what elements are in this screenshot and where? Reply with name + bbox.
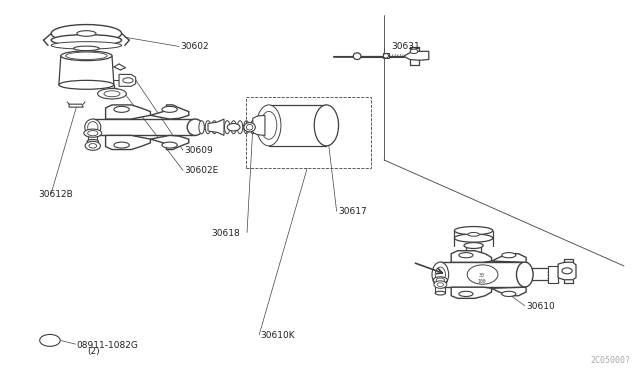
Text: 30618: 30618 (211, 229, 240, 238)
Ellipse shape (459, 253, 473, 258)
Polygon shape (69, 104, 83, 107)
Text: 30612B: 30612B (38, 190, 73, 199)
Ellipse shape (187, 119, 204, 135)
Ellipse shape (502, 291, 516, 296)
Text: (2): (2) (87, 347, 100, 356)
Circle shape (562, 268, 572, 274)
Ellipse shape (502, 253, 516, 258)
Text: 30
100: 30 100 (477, 273, 486, 284)
Polygon shape (451, 287, 492, 298)
Polygon shape (150, 105, 189, 119)
Ellipse shape (84, 129, 102, 137)
Ellipse shape (244, 123, 255, 132)
Text: 30617: 30617 (338, 207, 367, 216)
Ellipse shape (464, 243, 483, 248)
Polygon shape (208, 119, 224, 135)
Polygon shape (253, 115, 265, 135)
Ellipse shape (59, 80, 114, 89)
Text: 2C05000?: 2C05000? (590, 356, 630, 365)
Circle shape (410, 49, 418, 54)
Ellipse shape (162, 106, 177, 112)
Text: 30631: 30631 (392, 42, 420, 51)
Bar (246, 97, 371, 168)
Ellipse shape (454, 234, 493, 242)
Ellipse shape (114, 142, 129, 148)
Polygon shape (150, 135, 189, 150)
Polygon shape (404, 51, 429, 60)
Ellipse shape (314, 105, 339, 146)
Ellipse shape (109, 88, 118, 92)
Ellipse shape (205, 121, 211, 134)
Ellipse shape (66, 52, 108, 60)
Bar (383, 53, 389, 58)
Ellipse shape (435, 267, 445, 282)
Circle shape (437, 283, 444, 286)
Polygon shape (106, 135, 150, 150)
Ellipse shape (432, 262, 449, 287)
Bar (548, 266, 558, 283)
Ellipse shape (218, 121, 223, 134)
Ellipse shape (225, 121, 230, 134)
Text: 30602E: 30602E (184, 166, 219, 175)
Ellipse shape (246, 124, 253, 130)
Circle shape (434, 281, 447, 288)
Ellipse shape (436, 278, 444, 282)
Ellipse shape (104, 91, 120, 97)
Polygon shape (558, 262, 576, 280)
Ellipse shape (77, 31, 96, 36)
Ellipse shape (88, 122, 98, 133)
Circle shape (89, 144, 97, 148)
Ellipse shape (114, 106, 129, 112)
Polygon shape (106, 105, 150, 119)
Polygon shape (492, 287, 526, 296)
Circle shape (40, 334, 60, 346)
Polygon shape (492, 254, 526, 262)
Ellipse shape (383, 54, 388, 58)
Ellipse shape (250, 121, 255, 134)
Ellipse shape (237, 121, 243, 134)
Ellipse shape (87, 140, 99, 143)
Ellipse shape (454, 227, 493, 235)
Ellipse shape (51, 35, 122, 46)
Ellipse shape (516, 262, 533, 287)
Ellipse shape (123, 78, 133, 83)
Circle shape (85, 141, 100, 150)
Ellipse shape (74, 46, 99, 51)
Ellipse shape (244, 121, 249, 134)
Ellipse shape (459, 291, 473, 296)
Ellipse shape (257, 105, 281, 146)
Text: 30610: 30610 (526, 302, 555, 311)
Ellipse shape (433, 277, 447, 283)
Ellipse shape (435, 291, 445, 295)
Ellipse shape (162, 142, 177, 148)
Ellipse shape (199, 121, 204, 134)
Ellipse shape (61, 51, 112, 61)
Text: 30610K: 30610K (260, 331, 295, 340)
Text: 30602: 30602 (180, 42, 209, 51)
Ellipse shape (231, 121, 236, 134)
Text: 08911-1082G: 08911-1082G (77, 341, 139, 350)
Circle shape (227, 124, 240, 131)
Ellipse shape (51, 25, 122, 42)
Text: N: N (47, 336, 53, 345)
Ellipse shape (353, 53, 361, 60)
Ellipse shape (88, 131, 98, 136)
Ellipse shape (97, 89, 127, 99)
Ellipse shape (468, 232, 479, 236)
Polygon shape (119, 74, 136, 86)
Ellipse shape (51, 42, 122, 49)
Ellipse shape (467, 265, 498, 284)
Ellipse shape (261, 112, 277, 140)
Polygon shape (451, 251, 492, 262)
Ellipse shape (84, 119, 101, 135)
Text: 30609: 30609 (184, 146, 213, 155)
Ellipse shape (212, 121, 217, 134)
